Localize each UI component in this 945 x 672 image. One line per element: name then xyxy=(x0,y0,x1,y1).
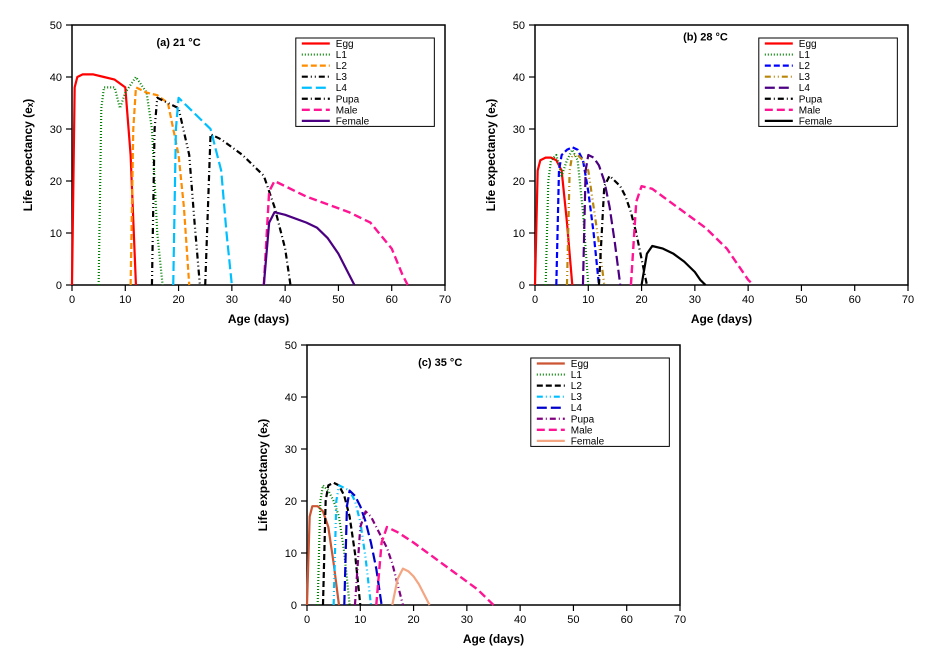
svg-text:30: 30 xyxy=(285,444,297,456)
svg-text:50: 50 xyxy=(285,340,297,352)
legend-label: Egg xyxy=(798,39,816,50)
legend-label: Female xyxy=(336,116,370,127)
svg-text:50: 50 xyxy=(567,614,579,626)
series-l4 xyxy=(173,98,232,285)
svg-text:0: 0 xyxy=(69,294,75,306)
svg-text:20: 20 xyxy=(512,176,524,188)
svg-text:50: 50 xyxy=(512,20,524,32)
series-l2 xyxy=(323,483,360,605)
legend-label: L4 xyxy=(798,83,810,94)
svg-text:Age (days): Age (days) xyxy=(690,312,751,326)
svg-text:Age (days): Age (days) xyxy=(228,312,289,326)
legend-label: L1 xyxy=(336,50,348,61)
svg-text:30: 30 xyxy=(226,294,238,306)
legend-label: L2 xyxy=(798,61,810,72)
legend-label: Female xyxy=(571,436,605,447)
svg-text:0: 0 xyxy=(56,280,62,292)
panel-b: 0 10 20 30 40 50 60 70 0 10 20 30 40 50 Age (days) Life… xyxy=(473,10,936,330)
legend-label: L2 xyxy=(336,61,348,72)
svg-text:40: 40 xyxy=(742,294,754,306)
legend-label: L1 xyxy=(798,50,810,61)
svg-text:40: 40 xyxy=(512,72,524,84)
legend-label: L4 xyxy=(571,403,583,414)
svg-text:(b) 28 °C: (b) 28 °C xyxy=(683,32,728,44)
svg-text:30: 30 xyxy=(512,124,524,136)
svg-text:20: 20 xyxy=(285,496,297,508)
svg-text:10: 10 xyxy=(582,294,594,306)
svg-text:40: 40 xyxy=(285,392,297,404)
svg-text:(a) 21 °C: (a) 21 °C xyxy=(157,37,201,49)
svg-text:50: 50 xyxy=(795,294,807,306)
legend-label: L1 xyxy=(571,370,583,381)
panel-a: 0 10 20 30 40 50 60 70 0 10 20 30 40 50 Age (days) Life… xyxy=(10,10,473,330)
svg-text:10: 10 xyxy=(119,294,131,306)
legend-label: Pupa xyxy=(798,94,822,105)
panel-c-wrap: 0 10 20 30 40 50 60 70 0 10 20 30 40 50 Age (days) Life… xyxy=(10,330,935,650)
svg-text:60: 60 xyxy=(848,294,860,306)
svg-text:Life expectancy (eₓ): Life expectancy (eₓ) xyxy=(21,99,35,211)
svg-text:20: 20 xyxy=(635,294,647,306)
series-egg xyxy=(72,74,136,285)
svg-text:(c) 35 °C: (c) 35 °C xyxy=(418,357,462,369)
legend-label: Pupa xyxy=(336,94,360,105)
legend-label: Male xyxy=(336,105,358,116)
legend-label: L3 xyxy=(798,72,810,83)
svg-text:60: 60 xyxy=(386,294,398,306)
series-l4 xyxy=(344,491,381,605)
svg-text:40: 40 xyxy=(279,294,291,306)
legend-label: Female xyxy=(798,116,832,127)
svg-text:70: 70 xyxy=(901,294,913,306)
legend-label: L3 xyxy=(571,392,583,403)
svg-text:20: 20 xyxy=(50,176,62,188)
legend-label: L4 xyxy=(336,83,348,94)
svg-text:0: 0 xyxy=(518,280,524,292)
svg-text:50: 50 xyxy=(50,20,62,32)
svg-text:0: 0 xyxy=(531,294,537,306)
series-female xyxy=(641,246,705,285)
legend-label: L2 xyxy=(571,381,583,392)
legend-label: L3 xyxy=(336,72,348,83)
legend-label: Male xyxy=(798,105,820,116)
svg-text:40: 40 xyxy=(50,72,62,84)
svg-text:0: 0 xyxy=(304,614,310,626)
panel-c: 0 10 20 30 40 50 60 70 0 10 20 30 40 50 Age (days) Life… xyxy=(245,330,700,650)
svg-text:30: 30 xyxy=(688,294,700,306)
svg-text:10: 10 xyxy=(354,614,366,626)
svg-text:50: 50 xyxy=(332,294,344,306)
svg-text:0: 0 xyxy=(291,600,297,612)
legend-label: Pupa xyxy=(571,414,595,425)
svg-text:Age (days): Age (days) xyxy=(463,632,524,646)
svg-text:Life expectancy (eₓ): Life expectancy (eₓ) xyxy=(484,99,498,211)
svg-text:10: 10 xyxy=(285,548,297,560)
series-female xyxy=(392,569,429,605)
svg-text:30: 30 xyxy=(50,124,62,136)
svg-text:Life expectancy (eₓ): Life expectancy (eₓ) xyxy=(256,419,270,531)
svg-text:30: 30 xyxy=(461,614,473,626)
svg-text:60: 60 xyxy=(621,614,633,626)
svg-text:20: 20 xyxy=(172,294,184,306)
legend-label: Egg xyxy=(571,359,589,370)
svg-text:40: 40 xyxy=(514,614,526,626)
series-l3 xyxy=(334,485,371,605)
figure-grid: 0 10 20 30 40 50 60 70 0 10 20 30 40 50 Age (days) Life… xyxy=(10,10,935,650)
legend-label: Male xyxy=(571,425,593,436)
svg-text:70: 70 xyxy=(674,614,686,626)
svg-text:70: 70 xyxy=(439,294,451,306)
legend-label: Egg xyxy=(336,39,354,50)
svg-text:20: 20 xyxy=(407,614,419,626)
series-male xyxy=(264,181,408,285)
svg-text:10: 10 xyxy=(512,228,524,240)
series-female xyxy=(264,212,355,285)
svg-text:10: 10 xyxy=(50,228,62,240)
